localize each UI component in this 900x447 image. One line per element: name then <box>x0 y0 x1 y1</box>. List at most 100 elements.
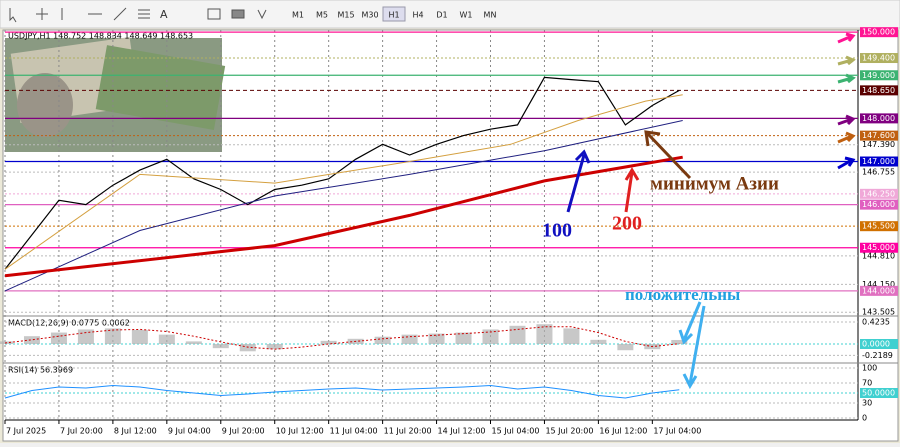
level-label: 146.000 <box>862 200 895 209</box>
x-tick-label: 11 Jul 20:00 <box>384 427 432 436</box>
histogram-bar <box>590 339 607 344</box>
arrow <box>837 114 856 126</box>
timeframe-button[interactable]: D1 <box>436 11 447 20</box>
arrow <box>624 167 640 213</box>
timeframe-button[interactable]: MN <box>484 11 497 20</box>
level-label-bg <box>860 188 898 199</box>
level-label-bg <box>860 85 898 96</box>
level-label-bg <box>860 388 898 398</box>
x-tick-label: 10 Jul 12:00 <box>276 427 324 436</box>
arrow <box>678 301 702 345</box>
level-label-bg <box>860 242 898 253</box>
level-label: 149.000 <box>862 71 895 80</box>
histogram-bar <box>23 336 40 344</box>
arrow <box>644 130 692 180</box>
timeframe-button[interactable]: H4 <box>412 11 423 20</box>
level-label-bg <box>860 285 898 296</box>
histogram-bar <box>563 328 580 344</box>
histogram-bar <box>131 329 148 344</box>
x-tick-label: 14 Jul 12:00 <box>438 427 486 436</box>
timeframe-button[interactable]: M1 <box>292 11 304 20</box>
timeframe-button[interactable]: M5 <box>316 11 328 20</box>
histogram-bar <box>239 344 256 352</box>
y-tick-label: 144.150 <box>862 280 895 289</box>
x-tick-label: 16 Jul 12:00 <box>599 427 647 436</box>
pane-header: USDJPY,H1 148.752 148.834 148.649 148.65… <box>8 32 193 41</box>
histogram-bar <box>50 332 67 344</box>
annotation-arrows <box>566 32 856 390</box>
histogram-bar <box>455 332 472 344</box>
annotation: положительны <box>625 285 740 304</box>
x-tick-label: 11 Jul 04:00 <box>330 427 378 436</box>
level-label: 150.000 <box>862 28 895 37</box>
series-line <box>4 120 683 292</box>
histogram-bar <box>671 339 688 344</box>
level-label: 145.500 <box>862 222 895 231</box>
level-label-bg <box>860 221 898 232</box>
x-tick-label: 8 Jul 12:00 <box>114 427 157 436</box>
series-line <box>4 326 680 350</box>
y-tick-label: 143.505 <box>862 308 895 317</box>
cursor-tool[interactable] <box>9 8 17 23</box>
pane-header: RSI(14) 56.3969 <box>8 366 73 375</box>
trendline-tool[interactable] <box>113 7 127 21</box>
annotation: 200 <box>612 213 642 235</box>
photo <box>5 36 226 152</box>
histogram-bar <box>509 325 526 344</box>
label-tool[interactable] <box>207 8 221 20</box>
annotation: минимум Азии <box>650 173 779 194</box>
crosshair-tool[interactable] <box>36 8 48 20</box>
y-tick-label: 0.4235 <box>862 317 890 326</box>
level-label: 144.000 <box>862 286 895 295</box>
level-label-bg <box>860 53 898 64</box>
y-tick-label: -0.2189 <box>862 351 893 360</box>
timeframe-button[interactable]: H1 <box>388 11 399 20</box>
histogram-bar <box>482 329 499 344</box>
shape-tool[interactable] <box>231 9 245 19</box>
histogram-bar <box>320 340 337 344</box>
tool-icons: A <box>9 7 267 23</box>
histogram-bar <box>266 344 283 350</box>
level-label-bg <box>860 156 898 167</box>
level-label-bg <box>860 130 898 141</box>
arrow <box>566 149 591 213</box>
annotation: 100 <box>542 220 572 242</box>
x-tick-label: 17 Jul 04:00 <box>653 427 701 436</box>
level-label-bg <box>860 27 898 38</box>
histogram-bar <box>104 328 121 344</box>
arrow <box>837 32 856 44</box>
x-tick-label: 7 Jul 20:00 <box>60 427 103 436</box>
level-label: 145.000 <box>862 243 895 252</box>
channel-tool[interactable] <box>138 9 150 19</box>
arrow <box>837 55 856 66</box>
arrow <box>682 305 706 390</box>
y-tick-label: 0.0000 <box>862 340 890 349</box>
x-tick-label: 15 Jul 20:00 <box>545 427 593 436</box>
level-label-bg <box>860 199 898 210</box>
histogram-bar <box>617 344 634 351</box>
histogram-bar <box>428 333 445 344</box>
x-tick-label: 9 Jul 20:00 <box>222 427 265 436</box>
arrow <box>837 73 856 84</box>
timeframe-button[interactable]: M15 <box>337 11 354 20</box>
histogram-bar <box>77 329 94 344</box>
histogram-bar <box>374 336 391 344</box>
banknote <box>95 45 226 130</box>
y-tick-label: 0 <box>862 414 867 423</box>
series-line <box>4 155 683 278</box>
y-tick-label: 144.810 <box>862 251 895 260</box>
timeframe-button[interactable]: W1 <box>460 11 473 20</box>
y-tick-label: 70 <box>862 379 872 388</box>
timeframe-button[interactable]: M30 <box>361 11 378 20</box>
arrows-tool[interactable] <box>257 9 267 20</box>
y-tick-label: 100 <box>862 364 877 373</box>
x-tick-label: 7 Jul 2025 <box>6 427 46 436</box>
y-tick-label: 147.390 <box>862 140 895 149</box>
text-tool[interactable]: A <box>160 8 168 21</box>
histogram-bar <box>401 334 418 344</box>
arrow <box>837 156 856 170</box>
arrow <box>837 131 856 144</box>
level-label: 148.650 <box>862 86 895 95</box>
histogram-bar <box>185 341 202 344</box>
